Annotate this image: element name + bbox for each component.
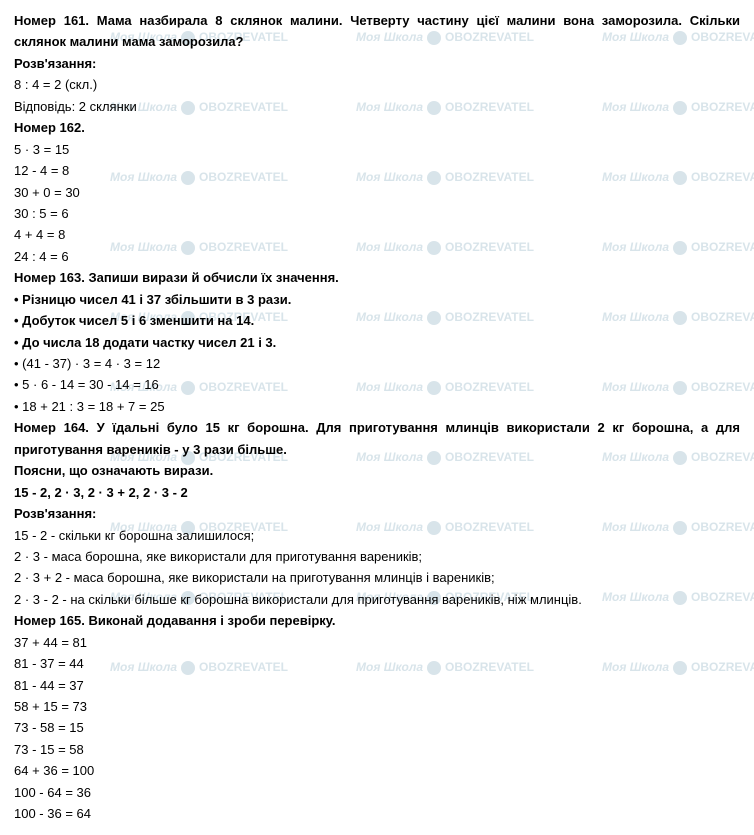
calc-line: 30 : 5 = 6 xyxy=(14,203,740,224)
calc-line: • 18 + 21 : 3 = 18 + 7 = 25 xyxy=(14,396,740,417)
explanation-line: 2 · 3 - 2 - на скільки більше кг борошна… xyxy=(14,589,740,610)
subtitle: Поясни, що означають вирази. xyxy=(14,460,740,481)
calc-line: • (41 - 37) · 3 = 4 · 3 = 12 xyxy=(14,353,740,374)
calc-line: 30 + 0 = 30 xyxy=(14,182,740,203)
calc-line: • 5 · 6 - 14 = 30 - 14 = 16 xyxy=(14,374,740,395)
problem-162-title: Номер 162. xyxy=(14,117,740,138)
calc-line: 100 - 64 = 36 xyxy=(14,782,740,803)
solution-label: Розв'язання: xyxy=(14,503,740,524)
problem-161-title: Номер 161. Мама назбирала 8 склянок мали… xyxy=(14,10,740,53)
calc-line: 8 : 4 = 2 (скл.) xyxy=(14,74,740,95)
calc-line: 58 + 15 = 73 xyxy=(14,696,740,717)
calc-line: 12 - 4 = 8 xyxy=(14,160,740,181)
problem-163-title: Номер 163. Запиши вирази й обчисли їх зн… xyxy=(14,267,740,288)
calc-line: 24 : 4 = 6 xyxy=(14,246,740,267)
bullet-line: • Добуток чисел 5 і 6 зменшити на 14. xyxy=(14,310,740,331)
explanation-line: 2 · 3 + 2 - маса борошна, яке використал… xyxy=(14,567,740,588)
calc-line: 4 + 4 = 8 xyxy=(14,224,740,245)
calc-line: 73 - 15 = 58 xyxy=(14,739,740,760)
calc-line: 81 - 37 = 44 xyxy=(14,653,740,674)
answer-line: Відповідь: 2 склянки xyxy=(14,96,740,117)
calc-line: 81 - 44 = 37 xyxy=(14,675,740,696)
bullet-line: • До числа 18 додати частку чисел 21 і 3… xyxy=(14,332,740,353)
explanation-line: 15 - 2 - скільки кг борошна залишилося; xyxy=(14,525,740,546)
problem-164-title: Номер 164. У їдальні було 15 кг борошна.… xyxy=(14,417,740,460)
document-content: Номер 161. Мама назбирала 8 склянок мали… xyxy=(14,10,740,825)
calc-line: 5 · 3 = 15 xyxy=(14,139,740,160)
problem-165-title: Номер 165. Виконай додавання і зроби пер… xyxy=(14,610,740,631)
bullet-line: • Різницю чисел 41 і 37 збільшити в 3 ра… xyxy=(14,289,740,310)
expressions: 15 - 2, 2 · 3, 2 · 3 + 2, 2 · 3 - 2 xyxy=(14,482,740,503)
calc-line: 73 - 58 = 15 xyxy=(14,717,740,738)
explanation-line: 2 · 3 - маса борошна, яке використали дл… xyxy=(14,546,740,567)
calc-line: 64 + 36 = 100 xyxy=(14,760,740,781)
calc-line: 37 + 44 = 81 xyxy=(14,632,740,653)
solution-label: Розв'язання: xyxy=(14,53,740,74)
calc-line: 100 - 36 = 64 xyxy=(14,803,740,824)
